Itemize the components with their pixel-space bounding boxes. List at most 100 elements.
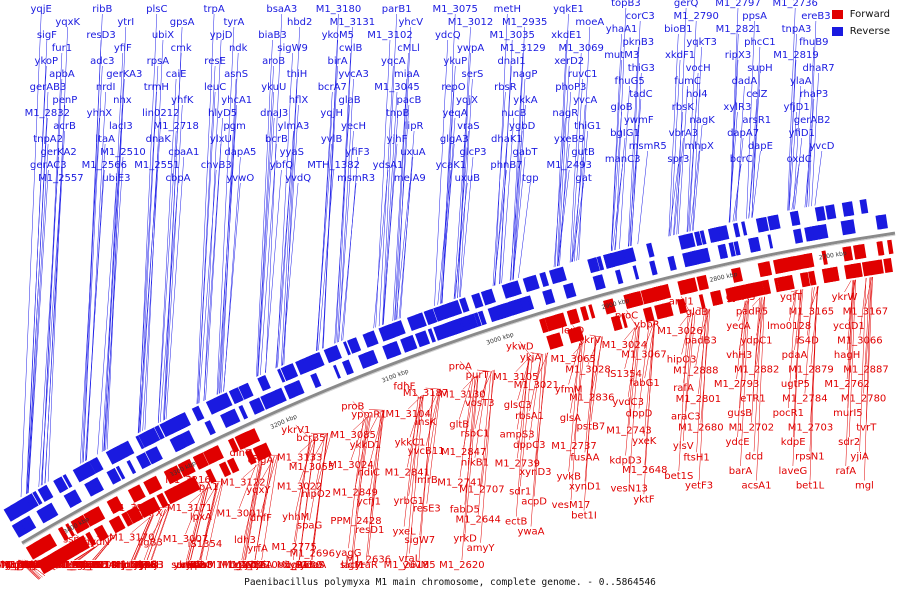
reverse-gene-block [688,250,700,266]
forward-gene-label-lead [628,326,640,484]
forward-gene-label: gusB [727,408,752,419]
forward-gene-label-lead [95,535,115,561]
forward-gene-block [588,304,596,319]
forward-gene-label: ylpC9 [20,560,48,571]
forward-gene-block [127,507,141,524]
reverse-swatch [831,27,843,36]
reverse-gene-label-lead [79,117,100,464]
forward-gene-label-lead [809,286,818,481]
forward-gene-block [865,261,872,276]
reverse-gene-label: M1_3180 [316,4,361,15]
forward-gene-label-lead [190,487,209,561]
forward-gene-label-lead [568,342,581,385]
reverse-gene-label: topB3 [611,0,641,9]
reverse-gene-label: gat [575,173,591,184]
reverse-gene-label: rbsR [494,82,517,93]
forward-gene-label-lead [806,286,815,336]
forward-gene-label-lead [859,278,867,452]
forward-gene-label-lead [848,279,856,438]
forward-gene-label: M1_3105 [493,372,538,383]
forward-gene-block [642,306,655,323]
forward-gene-label-lead [591,336,603,393]
forward-gene-label-lead [628,326,640,426]
reverse-gene-label: hlyD5 [208,108,237,119]
forward-gene-label: proA [449,361,472,372]
forward-gene-label-lead [624,327,635,341]
reverse-gene-label: ykkA [513,95,538,106]
reverse-gene-label: trpA [203,4,224,15]
forward-gene-label-lead [696,306,707,310]
reverse-gene-block [408,335,418,350]
reverse-gene-label-lead [637,150,648,245]
reverse-gene-label: vocH [686,63,711,74]
forward-gene-label-lead [299,438,316,453]
forward-gene-label-lead [79,544,99,561]
forward-gene-label: ywaO [185,560,213,571]
forward-gene-label: M1_2696 [290,549,335,560]
forward-gene-block [854,243,867,260]
forward-gene-label: ycfJ1 [357,497,381,508]
forward-gene-label: M1_3066 [837,336,882,347]
reverse-gene-label-lead [257,117,275,377]
forward-gene-label-lead [678,313,689,472]
reverse-gene-block [108,445,125,464]
forward-gene-label: ycdD1 [833,321,865,332]
forward-gene-label-lead [366,411,382,561]
reverse-gene-label: asnS [224,69,248,80]
reverse-gene-block [138,431,152,448]
forward-gene-block [822,268,832,284]
reverse-gene-label-lead [395,182,411,320]
reverse-gene-label: apbA [49,69,75,80]
forward-gene-label: M1_2847 [441,447,486,458]
forward-gene-label: nikB1 [461,458,489,469]
forward-gene-label-lead [350,417,367,461]
reverse-gene-label-lead [276,52,293,368]
forward-gene-label: aspA1 [188,482,219,493]
forward-gene-label: M1_2882 [734,365,779,376]
reverse-gene-label: bioB1 [664,24,692,35]
forward-gene-block [226,457,240,474]
reverse-gene-label: rpsA [147,56,170,67]
reverse-gene-label: supH [747,63,772,74]
forward-gene-label: M1_2764 [52,560,97,571]
reverse-gene-block [506,281,519,298]
reverse-gene-label-lead [440,143,455,304]
reverse-gene-label-lead [457,52,471,298]
reverse-gene-label: spr3 [667,154,689,165]
forward-gene-label-lead [404,381,419,397]
forward-gene-label: M1_3022 [277,482,322,493]
forward-gene-block [126,510,136,524]
reverse-gene-label-lead [670,59,681,236]
reverse-gene-label: yeqA [442,108,467,119]
forward-gene-label: yqxY [246,485,271,496]
forward-gene-block [746,283,754,299]
forward-gene-label: sorCs3 [171,560,205,571]
forward-gene-block [177,462,190,478]
forward-gene-block [808,270,817,286]
reverse-gene-label: biaB3 [258,30,286,41]
forward-gene-label: xynD1 [569,481,601,492]
reverse-gene-block [387,340,402,358]
reverse-gene-label-lead [38,156,59,487]
forward-gene-label: fusAA [570,452,599,463]
reverse-gene-label-lead [82,65,103,463]
reverse-gene-block [878,214,888,230]
axis-arc-highlight [22,234,896,546]
forward-gene-label: yqfT [780,292,803,303]
forward-gene-label-lead [863,277,871,394]
reverse-gene-label: M1_3035 [489,30,534,41]
forward-gene-label: oxyR1 [278,560,309,571]
reverse-gene-label: yqjE [31,4,52,15]
forward-gene-label: uvraA [297,560,326,571]
forward-gene-label: M1_3104 [385,409,430,420]
reverse-gene-label-lead [163,52,182,421]
reverse-gene-label: vraS [457,121,480,132]
reverse-gene-label-lead [686,20,697,233]
forward-gene-label: vesN13 [610,484,648,495]
reverse-gene-label-lead [787,7,796,211]
forward-gene-block [786,256,796,272]
reverse-gene-label-lead [557,143,570,267]
forward-gene-label-lead [199,482,218,561]
reverse-gene-label: leuC [204,82,226,93]
